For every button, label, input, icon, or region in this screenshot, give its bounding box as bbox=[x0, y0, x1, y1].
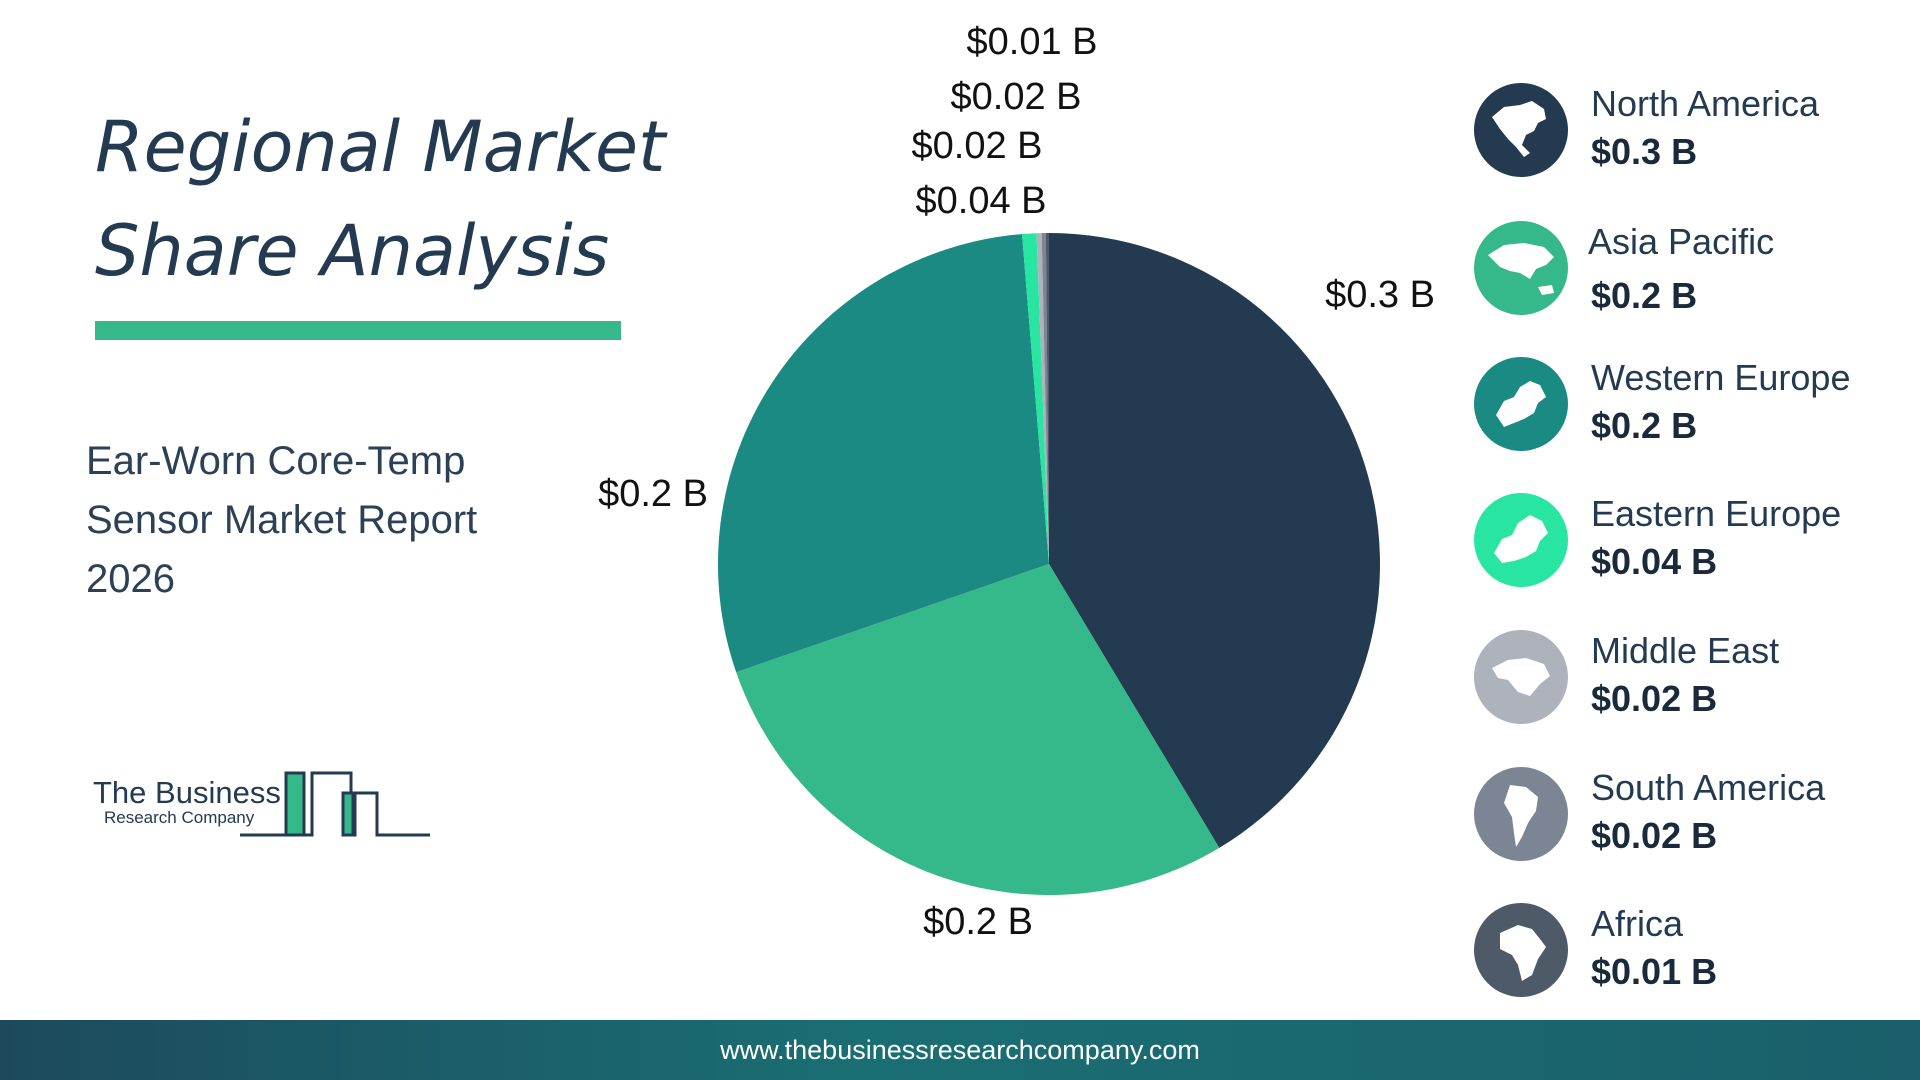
data-label-western-europe: $0.2 B bbox=[598, 473, 708, 515]
south-america-map-icon bbox=[1474, 767, 1568, 861]
data-label-eastern-europe: $0.04 B bbox=[916, 180, 1047, 222]
footer-bar: www.thebusinessresearchcompany.com bbox=[0, 1020, 1920, 1080]
logo-line2: Research Company bbox=[104, 808, 255, 827]
data-label-south-america: $0.02 B bbox=[951, 76, 1082, 118]
legend-item-south-america: South America $0.02 B bbox=[1470, 767, 1910, 867]
legend-value: $0.01 B bbox=[1591, 951, 1718, 992]
middle-east-map-icon bbox=[1474, 630, 1568, 724]
data-label-north-america: $0.3 B bbox=[1325, 274, 1435, 316]
pie-slice-africa bbox=[1045, 232, 1049, 564]
legend: North America $0.3 B Asia Pacific $0.2 B… bbox=[1470, 0, 1910, 1020]
legend-label: South America bbox=[1591, 767, 1826, 808]
company-logo: The Business Research Company bbox=[90, 732, 440, 842]
report-subtitle: Ear-Worn Core-Temp Sensor Market Report … bbox=[86, 439, 478, 601]
pie-chart: $0.3 B $0.2 B $0.2 B $0.04 B $0.02 B $0.02 B $… bbox=[598, 21, 1435, 943]
logo-line1: The Business bbox=[93, 775, 281, 810]
legend-label: Western Europe bbox=[1591, 357, 1851, 398]
data-label-africa: $0.01 B bbox=[967, 21, 1098, 63]
logo-buildings-icon bbox=[240, 771, 430, 837]
legend-item-middle-east: Middle East $0.02 B bbox=[1470, 630, 1910, 730]
pie-slice-south-america bbox=[1041, 233, 1049, 564]
western-europe-map-icon bbox=[1474, 357, 1568, 451]
pie-slice-eastern-europe bbox=[1021, 233, 1049, 565]
title-underline bbox=[95, 321, 621, 340]
legend-label: Middle East bbox=[1591, 630, 1780, 671]
legend-value: $0.2 B bbox=[1591, 405, 1698, 446]
pie-slice-north-america bbox=[1049, 233, 1380, 848]
north-america-map-icon bbox=[1474, 83, 1568, 177]
legend-label: Asia Pacific bbox=[1588, 221, 1775, 262]
legend-label: North America bbox=[1591, 83, 1820, 124]
legend-value: $0.2 B bbox=[1591, 275, 1698, 316]
page-title: Regional Market Share Analysis bbox=[95, 106, 666, 292]
legend-value: $0.02 B bbox=[1591, 678, 1718, 719]
legend-item-africa: Africa $0.01 B bbox=[1470, 903, 1910, 1003]
legend-item-asia-pacific: Asia Pacific $0.2 B bbox=[1470, 221, 1910, 321]
data-label-middle-east: $0.02 B bbox=[912, 125, 1043, 167]
eastern-europe-map-icon bbox=[1474, 493, 1568, 587]
legend-item-eastern-europe: Eastern Europe $0.04 B bbox=[1470, 493, 1910, 593]
legend-value: $0.02 B bbox=[1591, 815, 1718, 856]
africa-map-icon bbox=[1474, 903, 1568, 997]
data-label-asia-pacific: $0.2 B bbox=[923, 901, 1033, 943]
legend-item-north-america: North America $0.3 B bbox=[1470, 83, 1910, 183]
footer-url[interactable]: www.thebusinessresearchcompany.com bbox=[720, 1035, 1200, 1065]
legend-label: Eastern Europe bbox=[1591, 493, 1842, 534]
legend-value: $0.3 B bbox=[1591, 131, 1698, 172]
asia-pacific-map-icon bbox=[1474, 221, 1568, 315]
legend-label: Africa bbox=[1591, 903, 1684, 944]
pie-slice-western-europe bbox=[717, 234, 1049, 673]
legend-item-western-europe: Western Europe $0.2 B bbox=[1470, 357, 1910, 457]
pie-slice-middle-east bbox=[1036, 233, 1049, 564]
legend-value: $0.04 B bbox=[1591, 541, 1718, 582]
pie-slice-asia-pacific bbox=[736, 564, 1220, 896]
